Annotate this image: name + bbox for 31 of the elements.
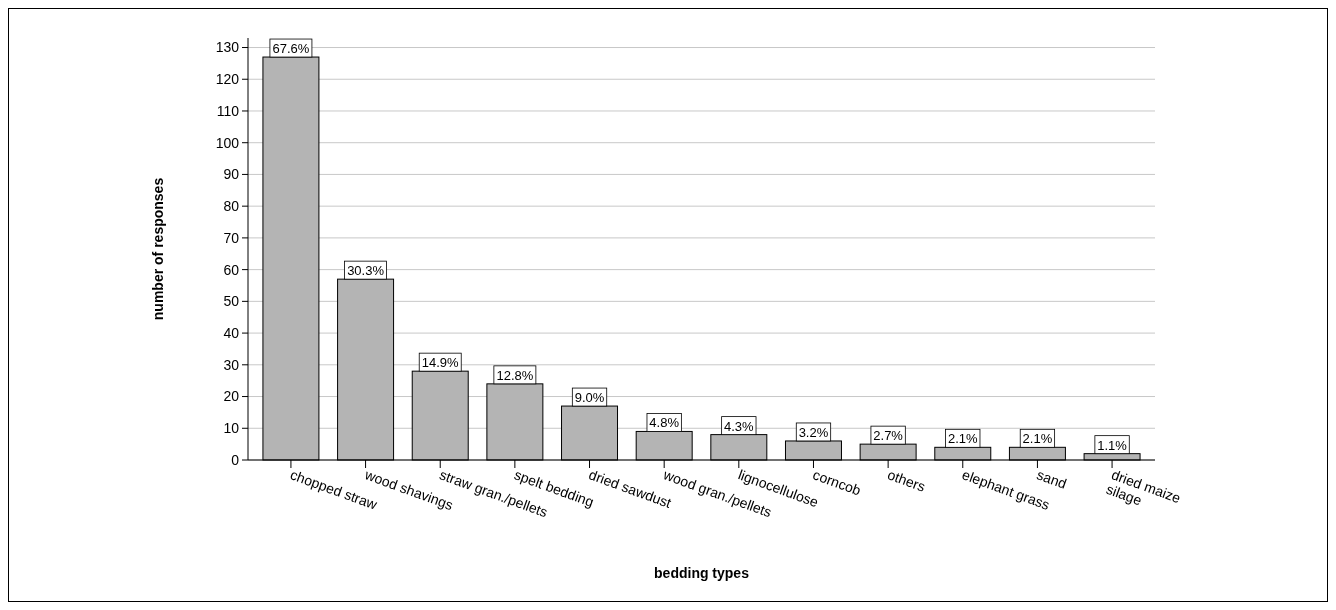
y-tick-label: 60 [223,261,240,278]
x-tick-label: dried maize silage [1104,466,1184,509]
annotation: 4.8% [649,415,680,431]
y-tick-label: 130 [215,39,240,56]
annotation: 67.6% [272,41,310,57]
y-tick-label: 20 [223,388,240,405]
y-tick-label: 90 [223,166,240,183]
annotation: 4.3% [724,418,755,434]
y-tick-label: 100 [215,134,240,151]
annotation: 1.1% [1097,437,1128,453]
annotation: 12.8% [496,367,534,383]
y-tick-label: 30 [223,356,240,373]
y-tick-label: 70 [223,229,240,246]
x-tick-label: others [885,466,928,495]
annotation: 9.0% [574,390,605,406]
annotation: 3.2% [798,424,829,440]
y-tick-label: 50 [223,293,240,310]
y-tick-label: 0 [231,451,240,468]
y-axis-title: number of responses [150,177,166,321]
x-axis-title: bedding types [654,565,750,581]
annotation: 2.7% [873,428,904,444]
y-tick-label: 40 [223,324,240,341]
y-tick-label: 80 [223,198,240,215]
x-tick-label: sand [1034,466,1069,492]
annotation: 2.1% [947,431,979,447]
annotation: 14.9% [421,355,460,371]
y-tick-label: 110 [216,102,240,119]
annotation: 2.1% [1022,431,1053,447]
y-tick-label: 10 [223,420,240,437]
y-tick-label: 120 [215,71,240,88]
annotation: 30.3% [347,263,385,279]
